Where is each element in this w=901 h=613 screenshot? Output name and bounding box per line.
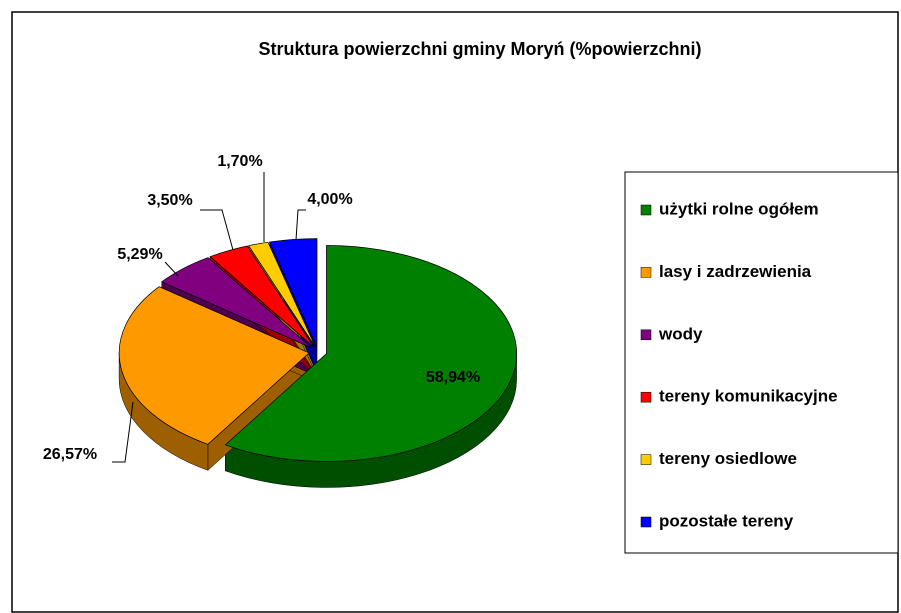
legend-label: wody (658, 324, 703, 343)
data-label: 3,50% (147, 192, 192, 209)
legend-swatch (640, 454, 652, 465)
chart-title: Struktura powierzchni gminy Moryń (%powi… (258, 39, 701, 59)
data-label: 5,29% (117, 246, 162, 263)
legend-swatch (640, 329, 652, 341)
legend-label: pozostałe tereny (659, 511, 794, 530)
legend-swatch (640, 204, 652, 216)
pie-slice (161, 257, 313, 349)
legend-swatch (640, 267, 652, 278)
legend-label: lasy i zadrzewienia (659, 262, 812, 281)
legend-swatch (640, 516, 652, 528)
legend-label: tereny komunikacyjne (659, 387, 838, 406)
pie-slice (118, 286, 310, 445)
leader-line (295, 209, 306, 241)
leader-line (112, 401, 134, 463)
data-label: 4,00% (307, 191, 352, 208)
legend-label: użytki rolne ogółem (659, 199, 819, 218)
pie-slice (209, 245, 315, 348)
data-label: 26,57% (43, 446, 97, 463)
data-label: 58,94% (426, 369, 480, 386)
legend-box (624, 171, 899, 554)
pie-slice (269, 238, 318, 347)
pie-slice (224, 245, 517, 462)
legend-label: tereny osiedlowe (659, 449, 797, 468)
pie-slice (248, 241, 316, 347)
legend-swatch (640, 391, 652, 403)
data-label: 1,70% (217, 153, 262, 170)
leader-line (164, 261, 179, 277)
leader-line (200, 209, 234, 251)
